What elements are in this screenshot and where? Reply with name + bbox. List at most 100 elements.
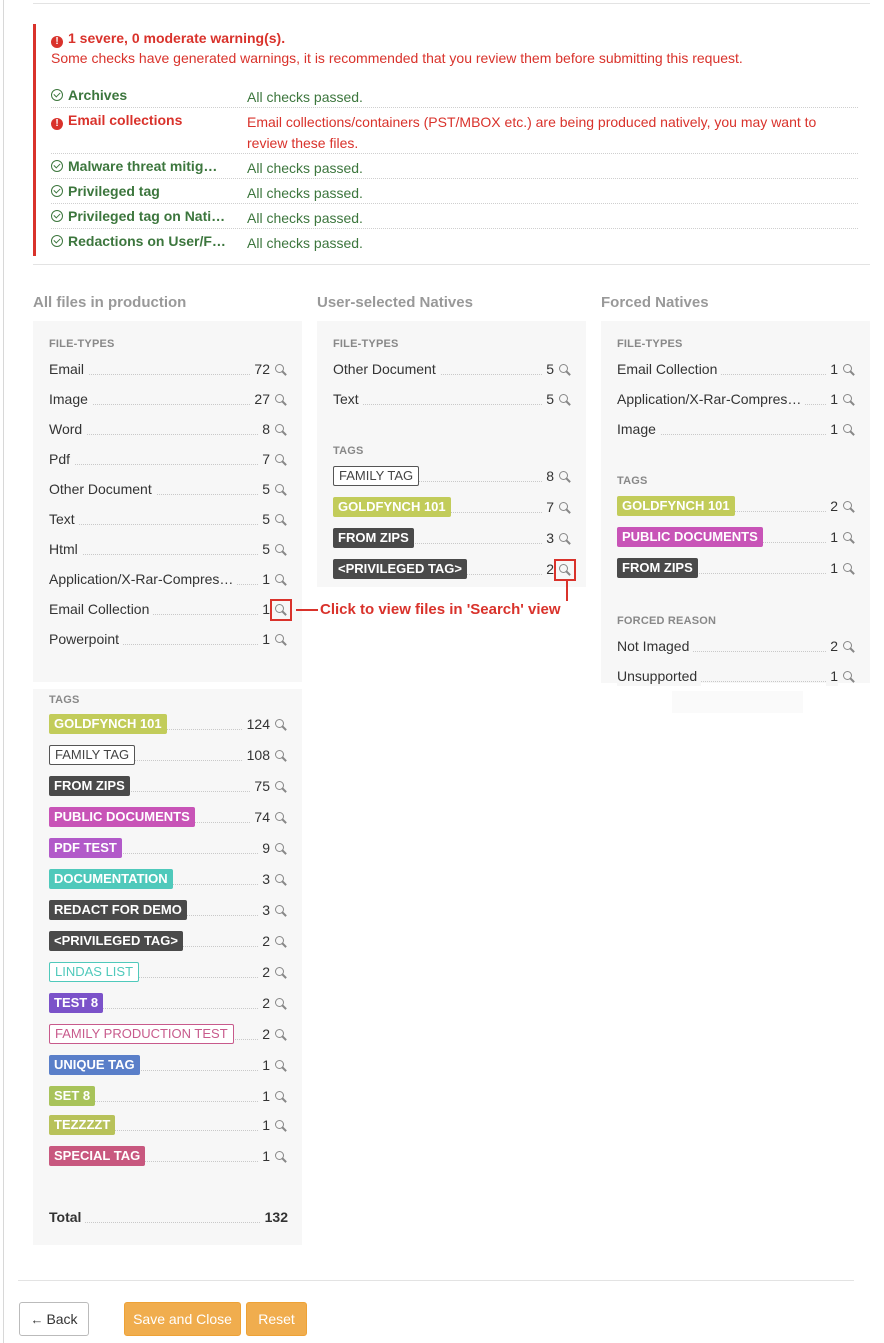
- magnifier-icon[interactable]: [842, 393, 856, 407]
- magnifier-icon[interactable]: [274, 718, 288, 732]
- dotted-leader: [49, 614, 258, 615]
- count-value: 3: [542, 528, 554, 548]
- check-row-malware: Malware threat mitig… All checks passed.: [51, 158, 858, 179]
- tag-badge: SET 8: [49, 1086, 96, 1106]
- magnifier-icon[interactable]: [274, 363, 288, 377]
- magnifier-icon[interactable]: [842, 531, 856, 545]
- magnifier-icon[interactable]: [842, 363, 856, 377]
- magnifier-icon[interactable]: [554, 559, 576, 581]
- check-row-privileged-tag-natives: Privileged tag on Nati… All checks passe…: [51, 208, 858, 229]
- magnifier-icon[interactable]: [274, 423, 288, 437]
- tag-badge: GOLDFYNCH 101: [333, 497, 451, 517]
- tag-badge: REDACT FOR DEMO: [49, 900, 187, 920]
- filetype-label: Image: [49, 389, 92, 409]
- magnifier-icon[interactable]: [558, 393, 572, 407]
- check-name: Privileged tag: [68, 183, 160, 199]
- count-value: 5: [542, 389, 554, 409]
- magnifier-icon[interactable]: [842, 670, 856, 684]
- back-button[interactable]: ← Back: [19, 1302, 89, 1336]
- annotation-connector: [296, 609, 318, 611]
- annotation-text: Click to view files in 'Search' view: [320, 601, 561, 618]
- tag-badge: GOLDFYNCH 101: [617, 496, 735, 516]
- check-message: All checks passed.: [247, 160, 363, 176]
- count-value: 5: [258, 539, 270, 559]
- tag-badge: GOLDFYNCH 101: [49, 714, 167, 734]
- magnifier-icon[interactable]: [274, 1150, 288, 1164]
- check-row-archives: Archives All checks passed.: [51, 87, 858, 108]
- warnings-header: ! 1 severe, 0 moderate warning(s).: [51, 30, 285, 48]
- total-label: Total: [49, 1207, 86, 1227]
- filetype-row: Text 5: [333, 389, 572, 411]
- section-label: FILE-TYPES: [617, 338, 683, 350]
- magnifier-icon[interactable]: [274, 1090, 288, 1104]
- check-name: Privileged tag on Nati…: [68, 208, 226, 224]
- tag-badge: FROM ZIPS: [617, 558, 698, 578]
- filetype-row: Email Collection 1: [49, 599, 292, 621]
- filetype-label: Html: [49, 539, 82, 559]
- magnifier-icon[interactable]: [274, 1059, 288, 1073]
- magnifier-icon[interactable]: [842, 562, 856, 576]
- save-and-close-button[interactable]: Save and Close: [124, 1302, 241, 1336]
- filetype-label: Unsupported: [617, 666, 702, 686]
- filetype-label: Word: [49, 419, 87, 439]
- magnifier-icon[interactable]: [274, 842, 288, 856]
- magnifier-icon[interactable]: [274, 811, 288, 825]
- tag-badge: FROM ZIPS: [333, 528, 414, 548]
- magnifier-icon[interactable]: [274, 1119, 288, 1133]
- magnifier-icon[interactable]: [274, 749, 288, 763]
- magnifier-icon[interactable]: [274, 1028, 288, 1042]
- magnifier-icon[interactable]: [270, 599, 292, 621]
- count-value: 1: [826, 666, 838, 686]
- check-message: All checks passed.: [247, 185, 363, 201]
- tag-badge: DOCUMENTATION: [49, 869, 173, 889]
- warnings-panel: ! 1 severe, 0 moderate warning(s). Some c…: [33, 24, 870, 256]
- count-value: 2: [826, 636, 838, 656]
- magnifier-icon[interactable]: [558, 532, 572, 546]
- section-label: TAGS: [49, 694, 80, 706]
- magnifier-icon[interactable]: [274, 935, 288, 949]
- exclamation-circle-icon: !: [51, 36, 63, 48]
- count-value: 7: [542, 497, 554, 517]
- filetype-label: Email Collection: [49, 599, 154, 619]
- magnifier-icon[interactable]: [558, 470, 572, 484]
- dotted-leader: [49, 464, 258, 465]
- magnifier-icon[interactable]: [274, 453, 288, 467]
- filetype-label: Not Imaged: [617, 636, 694, 656]
- tag-row: GOLDFYNCH 101 2: [617, 496, 856, 518]
- section-label: TAGS: [617, 475, 648, 487]
- magnifier-icon[interactable]: [274, 904, 288, 918]
- magnifier-icon[interactable]: [842, 423, 856, 437]
- tag-row: SET 8 1: [49, 1086, 288, 1108]
- tag-row: FAMILY PRODUCTION TEST 2: [49, 1024, 288, 1046]
- magnifier-icon[interactable]: [274, 633, 288, 647]
- magnifier-icon[interactable]: [558, 363, 572, 377]
- count-value: 1: [258, 629, 270, 649]
- count-value: 1: [826, 419, 838, 439]
- magnifier-icon[interactable]: [274, 513, 288, 527]
- magnifier-icon[interactable]: [274, 997, 288, 1011]
- magnifier-icon[interactable]: [274, 873, 288, 887]
- magnifier-icon[interactable]: [558, 501, 572, 515]
- magnifier-icon[interactable]: [842, 500, 856, 514]
- filetype-label: Email Collection: [617, 359, 722, 379]
- magnifier-icon[interactable]: [274, 543, 288, 557]
- count-value: 2: [258, 1024, 270, 1044]
- magnifier-icon[interactable]: [274, 966, 288, 980]
- dotted-leader: [49, 853, 258, 854]
- dotted-leader: [49, 524, 258, 525]
- magnifier-icon[interactable]: [274, 393, 288, 407]
- filetype-label: Other Document: [49, 479, 156, 499]
- magnifier-icon[interactable]: [274, 573, 288, 587]
- count-value: 3: [258, 869, 270, 889]
- warnings-header-text: 1 severe, 0 moderate warning(s).: [68, 30, 286, 46]
- reset-button[interactable]: Reset: [246, 1302, 307, 1336]
- magnifier-icon[interactable]: [274, 780, 288, 794]
- column-title-user: User-selected Natives: [317, 294, 473, 311]
- filetype-row: Pdf 7: [49, 449, 288, 471]
- magnifier-icon[interactable]: [842, 640, 856, 654]
- dotted-leader: [49, 374, 258, 375]
- tag-row: REDACT FOR DEMO 3: [49, 900, 288, 922]
- filetype-row: Application/X-Rar-Compres… 1: [617, 389, 856, 411]
- tag-row: FAMILY TAG 8: [333, 466, 572, 488]
- magnifier-icon[interactable]: [274, 483, 288, 497]
